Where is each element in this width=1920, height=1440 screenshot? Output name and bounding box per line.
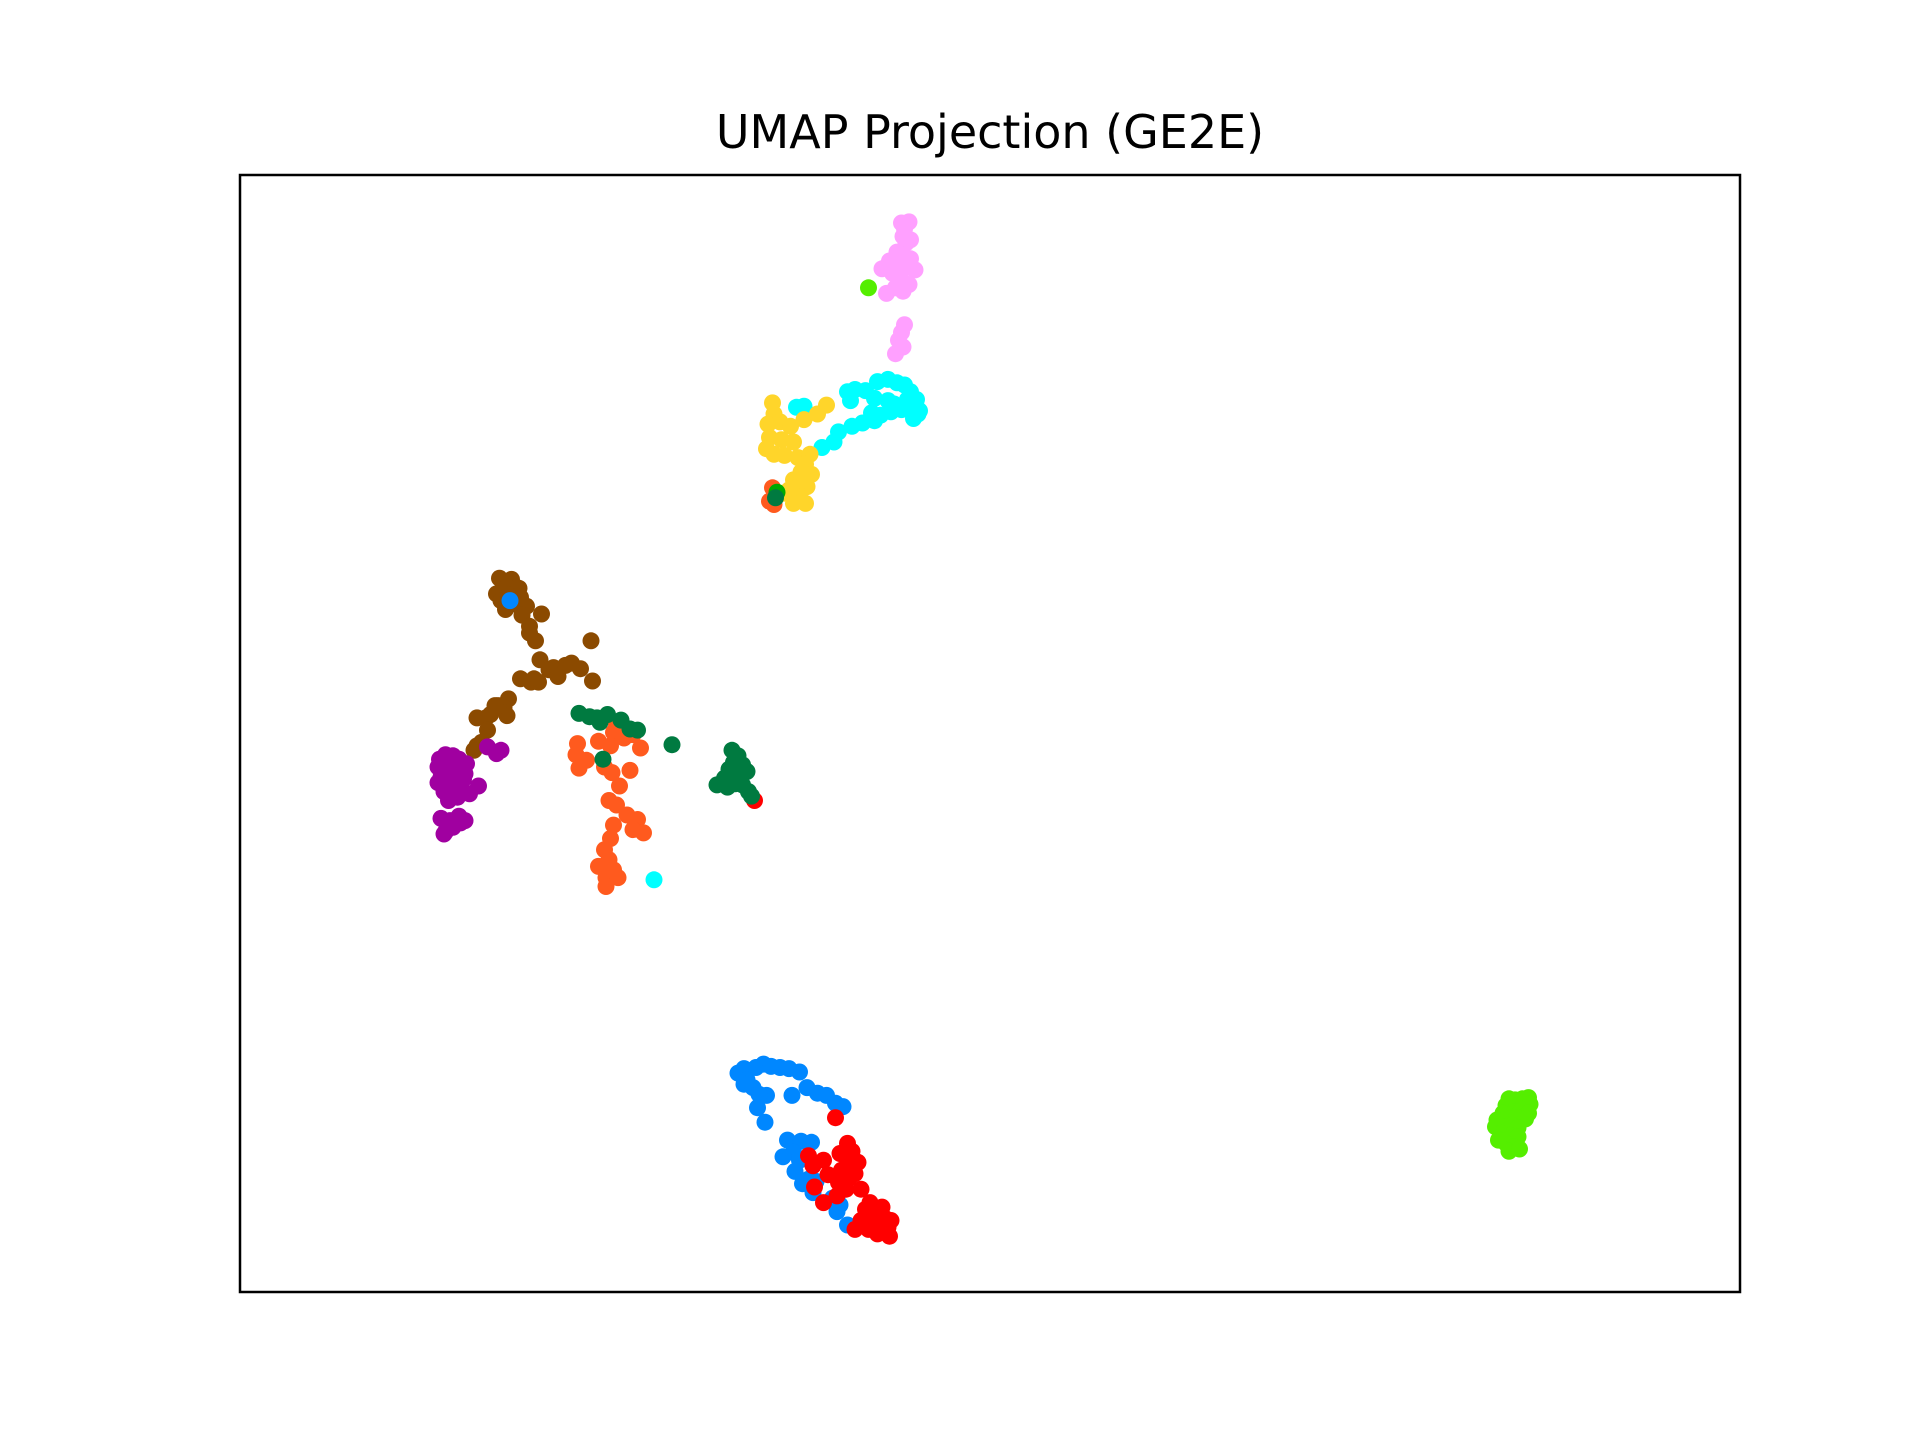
scatter-point-2-7: [818, 396, 835, 414]
scatter-point-6-16: [750, 1085, 768, 1103]
scatter-point-1-21: [909, 405, 927, 423]
plot-area: [238, 173, 1742, 1294]
scatter-point-0-19: [878, 284, 895, 302]
scatter-point-1-16: [842, 392, 859, 410]
scatter-point-6-20: [749, 1099, 766, 1117]
scatter-point-5-28: [530, 673, 547, 691]
scatter-point-8-10: [594, 750, 612, 768]
scatter-point-0-18: [894, 282, 912, 300]
scatter-point-10-28: [1490, 1131, 1507, 1149]
scatter-point-0-5: [902, 231, 919, 249]
scatter-point-7-15: [806, 1178, 823, 1196]
scatter-point-8-9: [663, 736, 681, 754]
scatter-point-1-31: [645, 871, 663, 889]
scatter-point-5-40: [465, 741, 483, 759]
scatter-point-5-22: [572, 660, 589, 678]
scatter-point-7-35: [846, 1220, 864, 1238]
scatter-point-2-10: [785, 433, 802, 451]
scatter-point-1-19: [882, 403, 900, 421]
scatter-point-3-31: [590, 857, 607, 875]
scatter-point-3-24: [605, 816, 622, 834]
scatter-point-3-33: [597, 878, 615, 895]
scatter-point-3-8: [621, 761, 639, 779]
scatter-point-2-4: [782, 417, 799, 435]
scatter-point-3-10: [590, 732, 607, 750]
scatter-point-2-13: [776, 446, 793, 464]
scatter-point-2-5: [795, 411, 813, 429]
scatter-point-7-34: [881, 1227, 898, 1245]
scatter-point-7-19: [800, 1147, 817, 1165]
scatter-point-7-14: [815, 1194, 832, 1212]
scatter-point-0-12: [906, 261, 924, 279]
scatter-point-7-21: [852, 1180, 870, 1198]
scatter-point-9-22: [440, 792, 457, 809]
scatter-point-10-27: [1511, 1140, 1528, 1158]
scatter-point-9-27: [492, 741, 510, 759]
scatter-point-1-24: [843, 417, 861, 435]
scatter-point-9-35: [435, 825, 453, 843]
scatter-point-8-0: [767, 489, 784, 507]
scatter-point-5-16: [582, 632, 600, 650]
scatter-point-2-24: [785, 494, 802, 512]
scatter-point-9-36: [456, 812, 474, 830]
scatter-point-6-7: [791, 1063, 808, 1081]
scatter-point-5-24: [549, 668, 567, 685]
scatter-point-7-20: [831, 1145, 849, 1162]
scatter-point-7-16: [819, 1166, 837, 1184]
scatter-point-5-15: [521, 624, 538, 642]
scatter-point-3-32: [609, 869, 627, 887]
scatter-point-7-1: [827, 1109, 844, 1127]
scatter-point-3-14: [570, 759, 588, 777]
scatter-point-8-22: [719, 778, 736, 796]
chart-title: UMAP Projection (GE2E): [716, 105, 1264, 159]
scatter-point-8-24: [743, 787, 760, 805]
scatter-point-8-4: [570, 704, 588, 722]
scatter-point-6-21: [756, 1113, 774, 1131]
scatter-points: [429, 213, 1539, 1245]
scatter-point-10-0: [860, 279, 877, 297]
scatter-point-3-23: [635, 824, 652, 842]
scatter-point-8-8: [629, 721, 646, 739]
scatter-point-0-2: [900, 213, 918, 231]
scatter-point-6-0: [501, 592, 519, 610]
scatter-point-5-36: [486, 697, 504, 715]
scatter-point-7-13: [828, 1187, 846, 1205]
scatter-point-6-35: [828, 1203, 846, 1221]
scatter-point-8-17: [738, 763, 756, 780]
scatter-point-9-24: [470, 777, 487, 795]
scatter-point-0-24: [887, 345, 904, 363]
scatter-point-3-16: [603, 764, 621, 782]
scatter-point-6-28: [786, 1162, 804, 1180]
scatter-point-5-12: [533, 605, 550, 623]
scatter-point-2-25: [797, 494, 814, 512]
scatter-point-3-17: [611, 777, 628, 795]
scatter-point-1-29: [795, 397, 813, 415]
scatter-point-6-24: [803, 1133, 820, 1151]
scatter-point-8-5: [599, 706, 616, 723]
scatter-point-5-23: [584, 672, 601, 690]
scatter-point-3-7: [632, 739, 649, 757]
scatter-point-6-26: [774, 1148, 792, 1166]
scatter-point-6-19: [783, 1086, 801, 1104]
